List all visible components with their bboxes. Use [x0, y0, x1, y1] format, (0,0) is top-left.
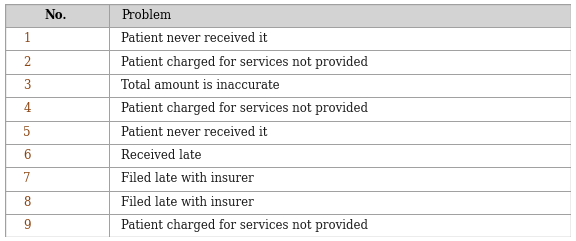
Text: Filed late with insurer: Filed late with insurer	[121, 196, 254, 209]
Text: 3: 3	[24, 79, 31, 92]
Text: Patient never received it: Patient never received it	[121, 32, 267, 45]
Bar	[109, 50, 571, 74]
Bar	[5, 144, 109, 167]
Bar	[109, 74, 571, 97]
Text: Patient charged for services not provided: Patient charged for services not provide…	[121, 219, 368, 232]
Text: 6: 6	[24, 149, 31, 162]
Bar	[109, 191, 571, 214]
Text: Patient charged for services not provided: Patient charged for services not provide…	[121, 56, 368, 68]
Text: 2: 2	[24, 56, 31, 68]
Bar	[109, 97, 571, 120]
Text: 1: 1	[24, 32, 31, 45]
Bar	[5, 97, 109, 120]
Text: Total amount is inaccurate: Total amount is inaccurate	[121, 79, 279, 92]
Text: 9: 9	[24, 219, 31, 232]
Bar	[5, 214, 109, 237]
Text: Patient never received it: Patient never received it	[121, 126, 267, 139]
Bar	[5, 167, 109, 191]
Bar	[5, 120, 109, 144]
Bar	[109, 27, 571, 50]
Bar	[5, 4, 109, 27]
Text: 4: 4	[24, 102, 31, 115]
Bar	[109, 120, 571, 144]
Bar	[5, 27, 109, 50]
Bar	[5, 50, 109, 74]
Text: No.: No.	[44, 9, 67, 22]
Bar	[109, 144, 571, 167]
Bar	[109, 167, 571, 191]
Bar	[109, 214, 571, 237]
Bar	[109, 4, 571, 27]
Text: Problem: Problem	[121, 9, 171, 22]
Text: 5: 5	[24, 126, 31, 139]
Text: Patient charged for services not provided: Patient charged for services not provide…	[121, 102, 368, 115]
Bar	[5, 191, 109, 214]
Text: Received late: Received late	[121, 149, 202, 162]
Text: 7: 7	[24, 173, 31, 185]
Text: 8: 8	[24, 196, 31, 209]
Bar	[5, 74, 109, 97]
Text: Filed late with insurer: Filed late with insurer	[121, 173, 254, 185]
